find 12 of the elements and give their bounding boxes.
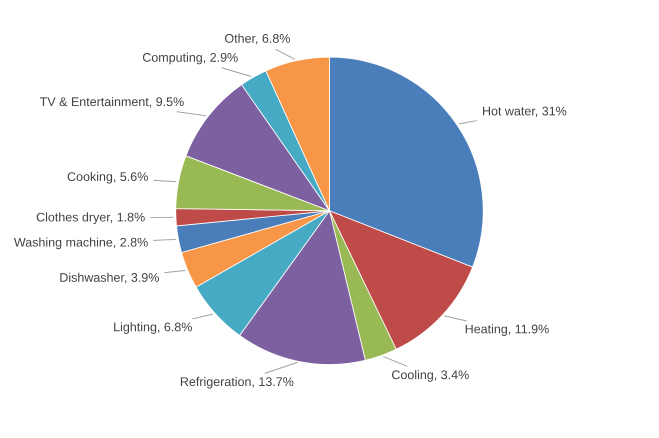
slice-label: Cooling, 3.4% xyxy=(392,370,469,382)
slice-label: Other, 6.8% xyxy=(225,34,290,44)
slice-label: Cooking, 5.6% xyxy=(68,172,148,184)
slice-label: Clothes dryer, 1.8% xyxy=(36,212,145,224)
slice-label: Refrigeration, 13.7% xyxy=(180,376,294,389)
slice-label: Heating, 11.9% xyxy=(466,324,549,336)
slice-label: TV & Entertainment, 9.5% xyxy=(40,96,184,108)
slice-label: Lighting, 6.8% xyxy=(114,322,192,334)
slice-label: Washing machine, 2.8% xyxy=(14,237,148,250)
slice-label: Hot water, 31% xyxy=(483,106,566,117)
slice-label: Dishwasher, 3.9% xyxy=(60,272,159,284)
slice-label: Computing, 2.9% xyxy=(142,52,238,64)
